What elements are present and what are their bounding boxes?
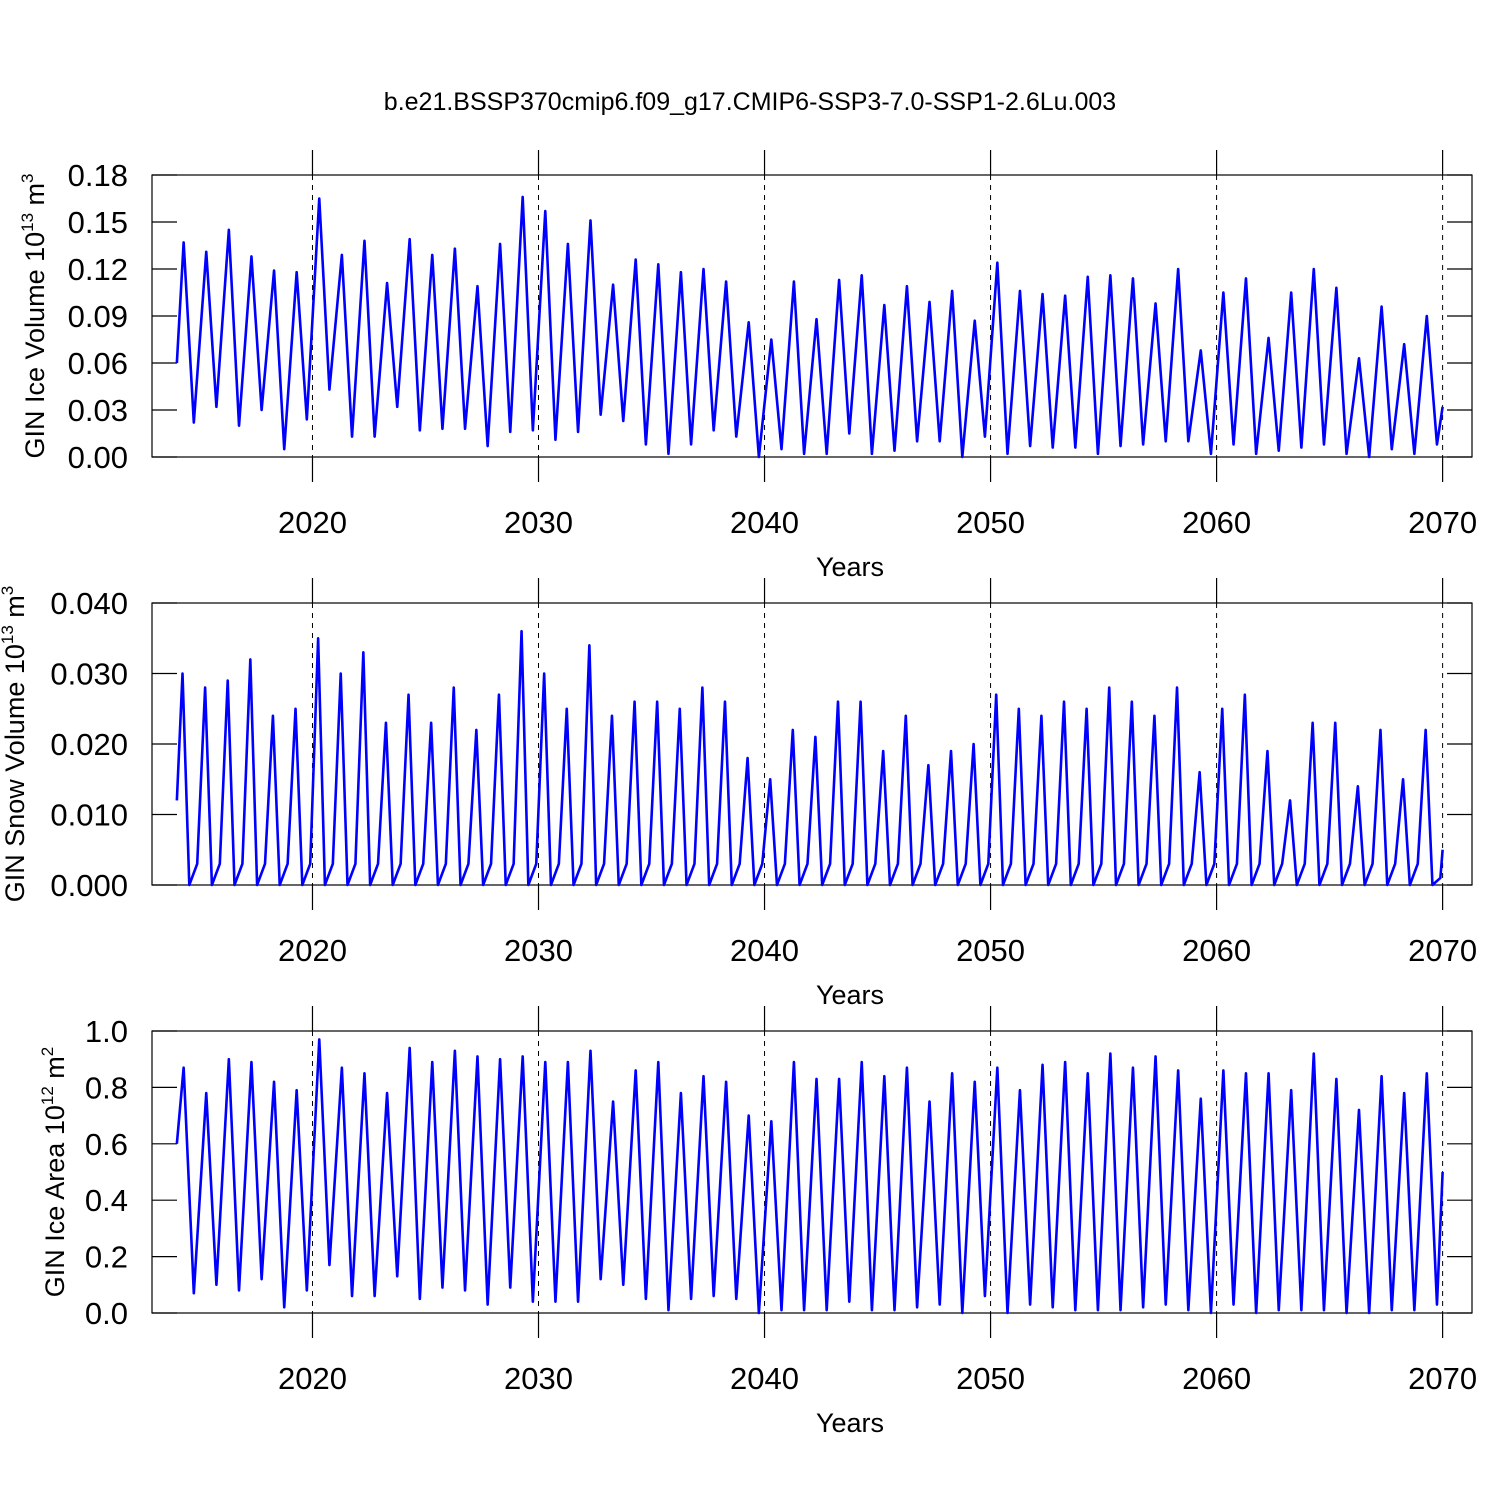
x-tick-label: 2050 <box>956 1361 1025 1396</box>
x-tick-label: 2070 <box>1408 1361 1477 1396</box>
y-tick-label: 0.15 <box>68 205 128 240</box>
y-tick-label: 0.2 <box>85 1240 128 1275</box>
y-axis-label: GIN Ice Area 1012 m2 <box>38 1047 70 1298</box>
x-tick-label: 2030 <box>504 933 573 968</box>
x-tick-label: 2060 <box>1182 933 1251 968</box>
y-tick-label: 0.020 <box>50 727 128 762</box>
data-line <box>175 629 1444 887</box>
x-tick-label: 2020 <box>278 933 347 968</box>
y-axis-label-part: m <box>20 183 50 213</box>
y-axis-label-exponent: 13 <box>0 625 17 644</box>
y-tick-label: 0.000 <box>50 868 128 903</box>
y-tick-label: 0.00 <box>68 440 128 475</box>
y-axis-label-part: GIN Ice Volume 10 <box>20 232 50 459</box>
plot-frame <box>151 1030 1473 1314</box>
y-tick-label: 0.18 <box>68 158 128 193</box>
x-tick-label: 2060 <box>1182 1361 1251 1396</box>
y-axis-label: GIN Snow Volume 1013 m3 <box>0 586 30 903</box>
y-tick-label: 0.010 <box>50 798 128 833</box>
x-tick-label: 2040 <box>730 1361 799 1396</box>
x-tick-label: 2070 <box>1408 505 1477 540</box>
plot-frame <box>151 174 1473 458</box>
y-tick-label: 0.4 <box>85 1183 128 1218</box>
x-tick-label: 2030 <box>504 1361 573 1396</box>
y-axis-label-part: m <box>40 1056 70 1086</box>
y-tick-label: 0.12 <box>68 252 128 287</box>
y-axis-label-exponent: 13 <box>18 213 37 232</box>
y-axis-label-part: m <box>0 595 30 625</box>
y-axis-label-exponent: 12 <box>38 1086 57 1105</box>
y-axis-label-exponent: 2 <box>38 1047 57 1056</box>
y-tick-label: 0.8 <box>85 1070 128 1105</box>
y-tick-label: 1.0 <box>85 1014 128 1049</box>
y-tick-label: 0.09 <box>68 299 128 334</box>
x-tick-label: 2070 <box>1408 933 1477 968</box>
data-line <box>175 1038 1444 1315</box>
x-tick-label: 2020 <box>278 1361 347 1396</box>
x-axis-label: Years <box>816 552 884 582</box>
y-tick-label: 0.03 <box>68 393 128 428</box>
y-axis-label: GIN Ice Volume 1013 m3 <box>18 173 50 458</box>
y-axis-label-part: GIN Ice Area 10 <box>40 1105 70 1297</box>
x-tick-label: 2060 <box>1182 505 1251 540</box>
y-axis-label-part: GIN Snow Volume 10 <box>0 644 30 902</box>
x-axis-label: Years <box>816 1408 884 1438</box>
x-tick-label: 2020 <box>278 505 347 540</box>
x-tick-label: 2040 <box>730 505 799 540</box>
chart-title: b.e21.BSSP370cmip6.f09_g17.CMIP6-SSP3-7.… <box>384 88 1116 116</box>
y-tick-label: 0.040 <box>50 586 128 621</box>
y-axis-label-exponent: 3 <box>0 586 17 595</box>
y-axis-label-exponent: 3 <box>18 173 37 182</box>
x-tick-label: 2030 <box>504 505 573 540</box>
x-tick-label: 2050 <box>956 933 1025 968</box>
y-tick-label: 0.06 <box>68 346 128 381</box>
x-axis-label: Years <box>816 980 884 1010</box>
data-line <box>175 195 1444 459</box>
x-tick-label: 2040 <box>730 933 799 968</box>
y-tick-label: 0.0 <box>85 1296 128 1331</box>
y-tick-label: 0.030 <box>50 657 128 692</box>
plot-frame <box>151 602 1473 886</box>
y-tick-label: 0.6 <box>85 1127 128 1162</box>
x-tick-label: 2050 <box>956 505 1025 540</box>
